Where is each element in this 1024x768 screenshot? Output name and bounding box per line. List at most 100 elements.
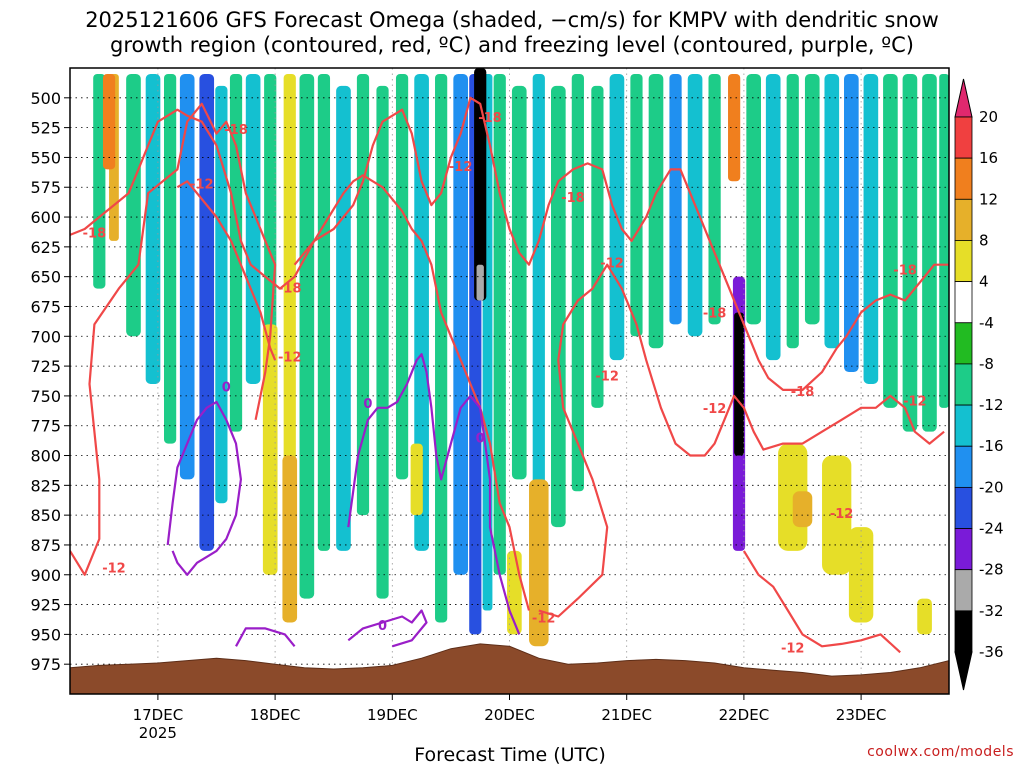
contour-label: -18 (791, 385, 815, 400)
omega-column (317, 73, 331, 551)
contour-label: -18 (561, 191, 585, 206)
contour-label: -12 (830, 507, 854, 522)
credit-link[interactable]: coolwx.com/models (867, 744, 1014, 760)
y-tick-label: 600 (30, 208, 61, 227)
contour-label: -12 (903, 395, 927, 410)
colorbar-label: 16 (979, 149, 998, 167)
omega-column (863, 73, 879, 384)
omega-column (245, 73, 261, 384)
colorbar-segment (954, 569, 973, 612)
colorbar-label: 20 (979, 108, 998, 126)
colorbar-top-arrow (954, 78, 973, 118)
omega-column (164, 73, 177, 444)
y-tick-label: 850 (30, 506, 61, 525)
y-tick-label: 775 (30, 417, 61, 436)
dendritic-contour (70, 96, 949, 391)
omega-column (145, 73, 161, 384)
x-tick-label: 23DEC (836, 706, 887, 724)
omega-column (532, 73, 545, 551)
colorbar-label: -8 (979, 355, 994, 373)
x-tick-label: 19DEC (367, 706, 418, 724)
contour-label: -12 (781, 641, 805, 656)
y-axis: 500 525 550 575 600 625 650 675 700 725 750 775 800 8… (30, 89, 70, 674)
colorbar-label: 8 (979, 231, 989, 249)
omega-column (262, 324, 278, 575)
colorbar-segment (954, 363, 973, 406)
omega-column (511, 85, 527, 480)
colorbar-segment (954, 322, 973, 365)
x-tick-label: 22DEC (719, 706, 770, 724)
x-tick-label: 18DEC (250, 706, 301, 724)
colorbar-segment (954, 281, 973, 324)
omega-column (669, 73, 682, 325)
y-tick-label: 950 (30, 625, 61, 644)
y-tick-label: 550 (30, 148, 61, 167)
x-axis-title: Forecast Time (UTC) (414, 744, 606, 766)
omega-column (414, 73, 429, 551)
omega-column (939, 73, 949, 408)
colorbar-label: -16 (979, 437, 1004, 455)
colorbar-label: 4 (979, 273, 989, 291)
x-tick-sublabel: 2025 (139, 724, 177, 742)
colorbar-label: -36 (979, 643, 1004, 661)
y-tick-label: 700 (30, 327, 61, 346)
x-tick-label: 17DEC (133, 706, 184, 724)
omega-column (435, 73, 448, 623)
freezing-level-contour (347, 353, 521, 635)
contour-label: -12 (703, 402, 727, 417)
omega-column (126, 73, 141, 337)
dendritic-contour (293, 174, 531, 611)
omega-column (493, 73, 506, 575)
omega-column (336, 85, 351, 551)
omega-column (648, 73, 664, 349)
freezing-level-contour (347, 609, 428, 648)
colorbar-label: -28 (979, 561, 1004, 579)
omega-column (765, 73, 781, 361)
dendritic-contour (538, 263, 945, 618)
contour-labels: -18 -18 -12 -18 -12 -12 0 0 0 0 -12 -18 -18 -12 -12 -18… (83, 111, 927, 657)
y-tick-label: 825 (30, 476, 61, 495)
contour-label: -12 (595, 370, 619, 385)
dendritic-contour (70, 102, 277, 576)
omega-column (792, 491, 813, 528)
colorbar-segment (954, 116, 973, 159)
terrain (70, 643, 949, 694)
y-tick-label: 875 (30, 536, 61, 555)
omega-column (551, 85, 566, 528)
y-tick-label: 800 (30, 447, 61, 466)
contour-label: -18 (278, 281, 302, 296)
colorbar-label: -32 (979, 602, 1004, 620)
omega-column (282, 455, 298, 623)
omega-column (395, 73, 409, 480)
colorbar: 20 16 12 8 4 -4 -8 -12 -16 -20 -24 -28 -32 -36 (954, 78, 1004, 691)
x-tick-label: 20DEC (484, 706, 535, 724)
omega-column (786, 73, 799, 349)
contour-label: -18 (478, 111, 502, 126)
colorbar-label: -4 (979, 314, 994, 332)
colorbar-segment (954, 486, 973, 529)
colorbar-label: -24 (979, 520, 1004, 538)
y-tick-label: 750 (30, 387, 61, 406)
omega-column (453, 73, 468, 575)
omega-column (630, 73, 643, 337)
dendritic-contour (176, 180, 277, 361)
omega-column (922, 73, 937, 432)
omega-column (735, 324, 743, 444)
contour-label: -18 (703, 306, 727, 321)
omega-column (728, 73, 741, 182)
omega-column (746, 73, 761, 325)
y-tick-label: 500 (30, 89, 61, 108)
dendritic-contour (742, 550, 901, 654)
omega-column (102, 73, 116, 170)
contour-label: 0 (363, 397, 372, 412)
y-tick-label: 975 (30, 655, 61, 674)
colorbar-label: -12 (979, 396, 1004, 414)
contour-label: -18 (893, 264, 917, 279)
omega-column (93, 73, 106, 289)
y-tick-label: 575 (30, 178, 61, 197)
omega-column (902, 73, 918, 432)
omega-column (476, 264, 484, 301)
omega-column (708, 73, 721, 325)
